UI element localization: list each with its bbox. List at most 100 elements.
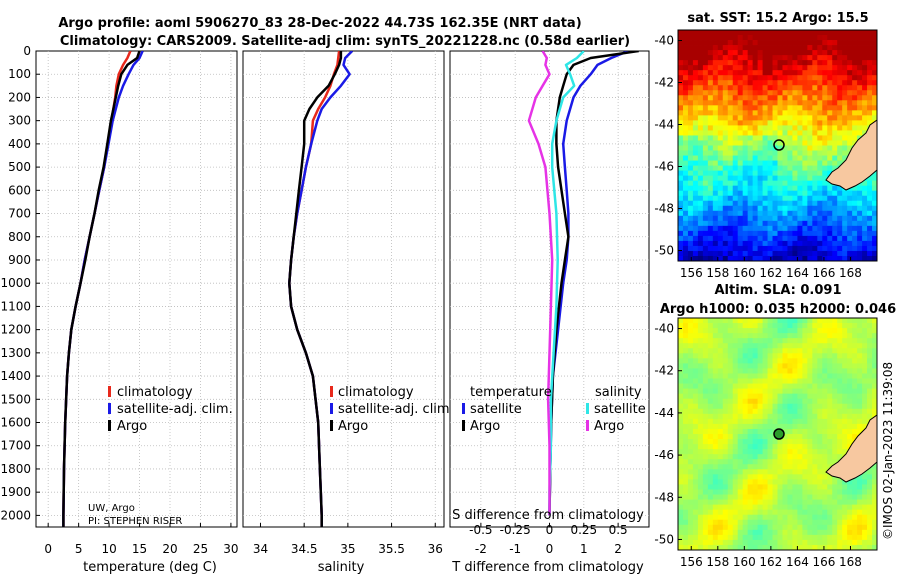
sst-cell <box>832 115 838 121</box>
sst-cell <box>827 155 833 161</box>
sla-cell <box>777 408 783 415</box>
sst-cell <box>737 225 744 232</box>
sla-cell <box>787 353 793 359</box>
sla-cell <box>692 318 699 324</box>
sla-cell <box>712 348 719 354</box>
sst-cell <box>857 240 863 247</box>
sst-cell <box>862 40 868 46</box>
sst-cell <box>782 70 788 76</box>
sst-cell <box>687 50 694 56</box>
sst-cell <box>827 105 833 111</box>
sst-cell <box>692 205 699 212</box>
sla-cell <box>692 509 699 516</box>
sla-cell <box>807 484 813 490</box>
sst-cell <box>827 100 833 106</box>
sla-cell <box>777 323 783 329</box>
sst-cell <box>842 50 848 56</box>
sla-cell <box>687 323 694 329</box>
sst-cell <box>852 55 858 61</box>
sla-cell <box>762 519 768 526</box>
sla-cell <box>852 524 858 531</box>
sla-cell <box>832 524 838 531</box>
sst-cell <box>752 255 759 261</box>
sla-cell <box>782 509 788 516</box>
sla-cell <box>687 449 694 455</box>
sst-cell <box>682 65 689 71</box>
sla-cell <box>752 343 759 349</box>
sla-cell <box>707 408 714 415</box>
x-tick-label: 35.5 <box>378 542 405 556</box>
sst-cell <box>772 235 778 242</box>
sla-cell <box>682 348 689 354</box>
sla-cell <box>757 454 763 460</box>
sst-cell <box>702 205 709 212</box>
sst-cell <box>707 240 714 247</box>
sla-cell <box>822 544 828 550</box>
sla-cell <box>762 509 768 516</box>
sla-cell <box>767 363 773 369</box>
sst-cell <box>772 135 778 141</box>
sst-cell <box>772 65 778 71</box>
sla-cell <box>872 479 877 485</box>
sla-cell <box>782 479 788 485</box>
sla-cell <box>827 454 833 460</box>
sla-cell <box>862 393 868 400</box>
sla-cell <box>857 378 863 384</box>
sst-cell <box>747 140 754 146</box>
sla-cell <box>837 403 843 410</box>
sst-cell <box>702 135 709 141</box>
sst-cell <box>867 90 873 96</box>
sla-cell <box>862 418 868 425</box>
sla-cell <box>767 499 773 506</box>
sst-cell <box>678 170 684 177</box>
sst-cell <box>707 170 714 177</box>
sla-cell <box>777 519 783 526</box>
sst-cell <box>837 135 843 141</box>
sla-cell <box>782 423 788 430</box>
sla-cell <box>727 434 734 440</box>
sla-cell <box>757 413 763 420</box>
sla-cell <box>692 398 699 405</box>
sst-cell <box>832 130 838 136</box>
sst-cell <box>792 105 798 111</box>
sst-cell <box>707 150 714 156</box>
sst-cell <box>802 145 808 151</box>
sla-cell <box>787 418 793 425</box>
sla-cell <box>687 509 694 516</box>
sla-cell <box>817 479 823 485</box>
sla-cell <box>787 464 793 470</box>
sla-cell <box>722 408 729 415</box>
sst-cell <box>797 90 803 96</box>
sla-cell <box>862 348 868 354</box>
sst-cell <box>847 85 853 91</box>
sst-cell <box>747 235 754 242</box>
sst-cell <box>687 180 694 187</box>
sla-cell <box>687 434 694 440</box>
sst-cell <box>687 240 694 247</box>
sst-cell <box>857 75 863 81</box>
sla-cell <box>807 343 813 349</box>
sst-cell <box>737 250 744 257</box>
sla-cell <box>712 388 719 395</box>
sst-cell <box>867 195 873 202</box>
sla-cell <box>812 393 818 400</box>
sla-cell <box>777 539 783 546</box>
sst-cell <box>692 85 699 91</box>
sst-cell <box>697 60 704 66</box>
sst-cell <box>842 115 848 121</box>
y-tick-label: 400 <box>8 137 31 151</box>
sla-cell <box>697 479 704 485</box>
sla-cell <box>807 434 813 440</box>
sst-cell <box>802 140 808 146</box>
sst-cell <box>678 105 684 111</box>
sst-cell <box>702 95 709 101</box>
sst-cell <box>767 90 773 96</box>
sla-cell <box>787 514 793 521</box>
sst-cell <box>822 80 828 86</box>
sst-cell <box>732 125 739 131</box>
sla-cell <box>817 459 823 465</box>
sst-cell <box>762 175 768 182</box>
sst-cell <box>832 70 838 76</box>
sla-cell <box>872 408 877 415</box>
sst-cell <box>787 120 793 126</box>
